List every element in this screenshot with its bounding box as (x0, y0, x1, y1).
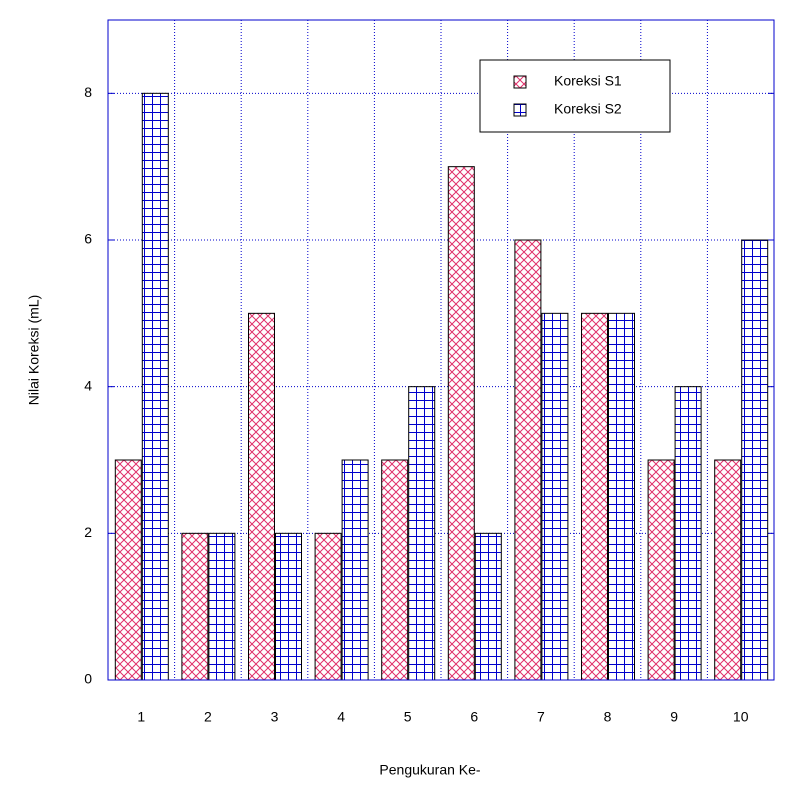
x-tick-label: 9 (670, 709, 678, 725)
legend-box (479, 59, 671, 133)
bar (275, 532, 302, 681)
y-tick-label: 6 (84, 231, 92, 247)
bar (341, 459, 369, 681)
legend-label: Koreksi S1 (554, 73, 622, 89)
bar (581, 312, 608, 681)
y-tick-label: 8 (84, 84, 92, 100)
x-tick-label: 6 (470, 709, 478, 725)
x-tick-label: 1 (137, 709, 145, 725)
bar (474, 532, 502, 681)
y-axis-label: Nilai Koreksi (mL) (26, 295, 42, 405)
x-tick-label: 8 (604, 709, 612, 725)
bar (447, 166, 475, 681)
bar (114, 459, 142, 681)
x-tick-label: 10 (733, 709, 749, 725)
bar (514, 239, 542, 681)
bar (674, 386, 702, 681)
y-tick-label: 4 (84, 377, 92, 393)
plot-border (107, 19, 775, 681)
bar (714, 459, 742, 681)
bar (208, 532, 236, 681)
y-tick-label: 0 (84, 671, 92, 687)
bar (381, 459, 409, 681)
bar (314, 532, 342, 681)
legend-swatch (513, 75, 527, 89)
bar (408, 386, 436, 681)
x-tick-label: 3 (271, 709, 279, 725)
bar (141, 92, 169, 681)
legend-swatch (513, 103, 527, 117)
x-tick-label: 5 (404, 709, 412, 725)
bar (741, 239, 769, 681)
bar (608, 312, 635, 681)
bar (647, 459, 675, 681)
x-tick-label: 2 (204, 709, 212, 725)
y-tick-label: 2 (84, 524, 92, 540)
x-tick-label: 4 (337, 709, 345, 725)
bar (248, 312, 275, 681)
x-tick-label: 7 (537, 709, 545, 725)
bar (541, 312, 569, 681)
legend-label: Koreksi S2 (554, 101, 622, 117)
x-axis-label: Pengukuran Ke- (379, 762, 481, 778)
bar (181, 532, 209, 681)
